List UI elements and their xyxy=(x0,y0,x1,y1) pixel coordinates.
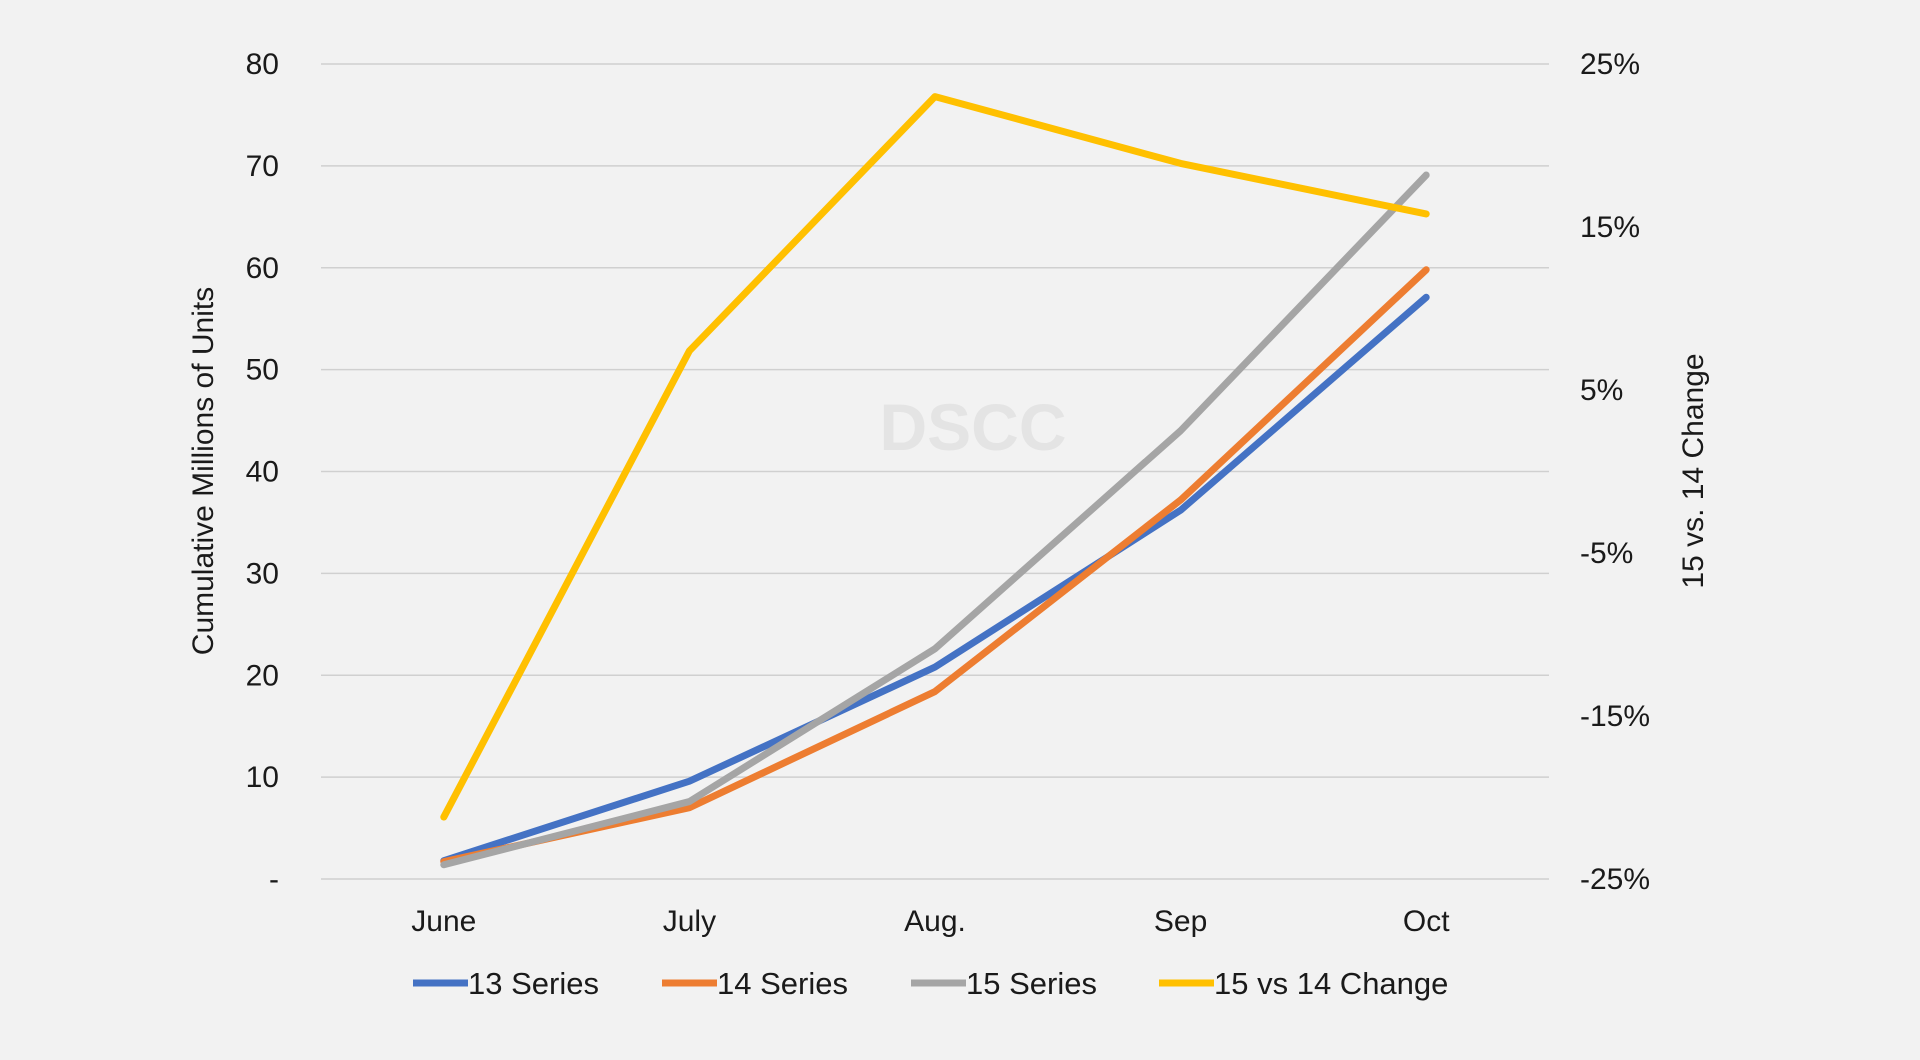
x-tick-label: Sep xyxy=(1154,905,1207,938)
y-tick-label: 70 xyxy=(246,150,279,183)
series-line-1 xyxy=(440,266,1430,866)
legend: 13 Series 14 Series 15 Series 15 vs 14 Chan… xyxy=(413,966,1448,1001)
y-tick-label: 20 xyxy=(246,659,279,692)
y-tick-label: - xyxy=(269,863,279,896)
y2-tick-label: -5% xyxy=(1580,537,1633,570)
y2-tick-label: 25% xyxy=(1580,48,1640,81)
y-tick-label: 40 xyxy=(246,456,279,489)
legend-label: 15 vs 14 Change xyxy=(1214,966,1448,1001)
y-axis-title: Cumulative Millions of Units xyxy=(187,287,220,655)
watermark: DSCC xyxy=(879,390,1066,464)
legend-item: 14 Series xyxy=(662,966,848,1001)
y-tick-label: 30 xyxy=(246,557,279,590)
x-tick-label: Oct xyxy=(1403,905,1450,938)
y2-axis-title: 15 vs. 14 Change xyxy=(1677,353,1710,588)
y-tick-label: 80 xyxy=(246,48,279,81)
y-tick-label: 50 xyxy=(246,354,279,387)
legend-item: 15 Series xyxy=(911,966,1097,1001)
series-lines xyxy=(440,93,1430,869)
y-axis-ticks: - 10 20 30 40 50 60 70 80 xyxy=(246,48,279,896)
y2-tick-label: -25% xyxy=(1580,863,1650,896)
series-line-2 xyxy=(440,171,1430,869)
legend-item: 15 vs 14 Change xyxy=(1159,966,1448,1001)
x-tick-label: Aug. xyxy=(904,905,966,938)
x-tick-label: July xyxy=(663,905,716,938)
y2-tick-label: -15% xyxy=(1580,700,1650,733)
series-line-3 xyxy=(440,93,1430,821)
legend-label: 14 Series xyxy=(717,966,848,1001)
legend-label: 13 Series xyxy=(468,966,599,1001)
y-tick-label: 10 xyxy=(246,761,279,794)
y2-tick-label: 15% xyxy=(1580,211,1640,244)
y2-tick-label: 5% xyxy=(1580,374,1623,407)
legend-label: 15 Series xyxy=(966,966,1097,1001)
x-tick-label: June xyxy=(411,905,476,938)
y2-axis-ticks: -25% -15% -5% 5% 15% 25% xyxy=(1580,48,1650,896)
legend-item: 13 Series xyxy=(413,966,599,1001)
series-line-0 xyxy=(440,293,1430,865)
gridlines xyxy=(321,63,1549,880)
x-axis-ticks: June July Aug. Sep Oct xyxy=(411,905,1450,938)
y-tick-label: 60 xyxy=(246,252,279,285)
